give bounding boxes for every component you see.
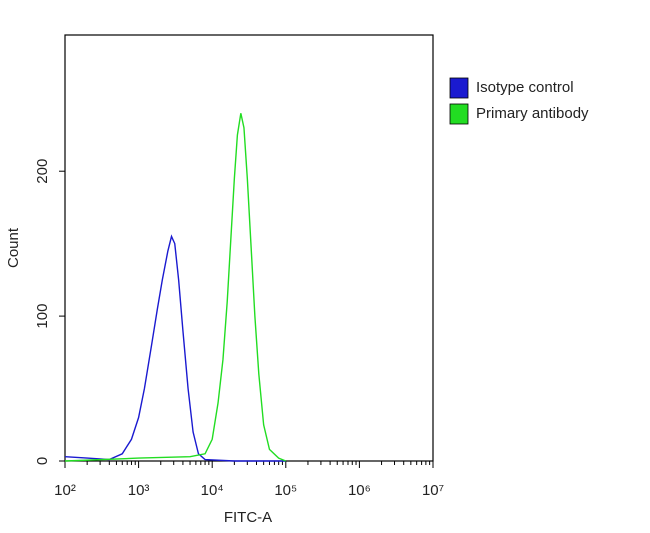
x-tick-label: 10⁴ [201,482,224,499]
x-tick-label: 10³ [128,482,150,499]
legend-label: Isotype control [476,79,574,96]
legend-label: Primary antibody [476,105,589,122]
x-tick-label: 10⁷ [422,482,444,499]
plot-frame [64,34,434,462]
series-line [64,234,286,462]
y-axis-label: Count [5,227,22,268]
x-tick-label: 10⁵ [274,482,297,499]
y-tick-label: 100 [34,304,51,329]
series-line [64,113,287,462]
legend-swatch [449,77,469,99]
x-axis-label: FITC-A [224,509,272,526]
y-tick-label: 200 [34,159,51,184]
legend-swatch [449,103,469,125]
x-tick-label: 10⁶ [348,482,371,499]
y-tick-label: 0 [34,457,51,465]
x-tick-label: 10² [54,482,76,499]
